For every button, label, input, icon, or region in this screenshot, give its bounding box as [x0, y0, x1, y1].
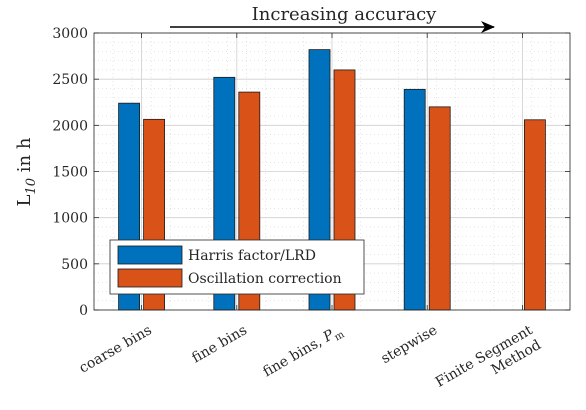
x-tick-label-line: stepwise	[379, 322, 441, 367]
y-tick-label: 2500	[52, 72, 88, 88]
x-tick-label-line: coarse bins	[77, 322, 155, 376]
y-tick-label: 3000	[52, 26, 88, 42]
y-tick-label: 1500	[52, 165, 88, 181]
accuracy-annotation: Increasing accuracy	[170, 4, 495, 33]
annotation-text: Increasing accuracy	[252, 4, 438, 25]
legend-swatch	[117, 245, 183, 265]
y-tick-label: 500	[61, 257, 88, 273]
bar-harris-3	[403, 88, 426, 311]
x-tick-labels: coarse bins fine bins fine bins, Pm stepwis…	[77, 322, 544, 391]
legend-label: Oscillation correction	[188, 271, 342, 287]
x-tick-label-line: fine bins	[189, 322, 250, 366]
y-tick-label: 0	[79, 303, 88, 319]
y-axis-label: L10 in h	[14, 137, 39, 206]
x-tick-label: stepwise	[379, 322, 441, 367]
x-tick-label: fine bins, Pm	[260, 322, 347, 383]
x-tick-label-line: fine bins, Pm	[260, 322, 347, 383]
legend: Harris factor/LRD Oscillation correction	[109, 239, 365, 295]
axes	[93, 32, 571, 311]
legend-swatch	[117, 268, 183, 288]
x-tick-label: coarse bins	[77, 322, 155, 376]
bar-oscillation-4	[524, 119, 546, 311]
y-tick-labels: 0 500 1000 1500 2000 2500 3000	[52, 26, 88, 319]
y-tick-label: 1000	[52, 211, 88, 227]
x-tick-label: fine bins	[189, 322, 250, 366]
y-tick-label: 2000	[52, 118, 88, 134]
legend-label: Harris factor/LRD	[188, 248, 316, 264]
bar-oscillation-3	[428, 106, 451, 311]
